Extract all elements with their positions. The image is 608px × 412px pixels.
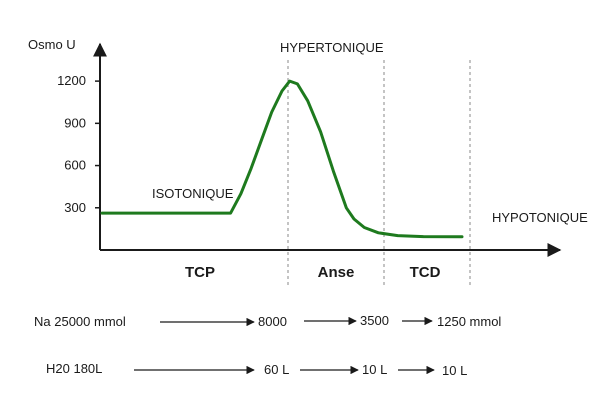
segment-guides bbox=[288, 60, 470, 288]
water-value-1: 60 L bbox=[264, 362, 289, 377]
y-ticks: 300 600 900 1200 bbox=[57, 73, 100, 215]
hypotonique-label: HYPOTONIQUE bbox=[492, 210, 588, 225]
hypertonique-label: HYPERTONIQUE bbox=[280, 40, 384, 55]
osmolarity-curve bbox=[102, 81, 462, 237]
y-tick-label: 600 bbox=[64, 158, 86, 173]
water-flow-row: H20 180L 60 L 10 L 10 L bbox=[46, 361, 467, 378]
segment-label-tcd: TCD bbox=[410, 264, 441, 281]
sodium-value-1: 8000 bbox=[258, 314, 287, 329]
y-axis-label: Osmo U bbox=[28, 37, 76, 52]
segment-label-anse: Anse bbox=[318, 264, 355, 281]
water-value-3: 10 L bbox=[442, 363, 467, 378]
sodium-value-2: 3500 bbox=[360, 313, 389, 328]
sodium-value-3: 1250 mmol bbox=[437, 314, 501, 329]
water-value-2: 10 L bbox=[362, 362, 387, 377]
y-tick-label: 300 bbox=[64, 200, 86, 215]
segment-label-tcp: TCP bbox=[185, 264, 215, 281]
isotonique-label: ISOTONIQUE bbox=[152, 186, 234, 201]
sodium-start-label: Na 25000 mmol bbox=[34, 314, 126, 329]
sodium-flow-row: Na 25000 mmol 8000 3500 1250 mmol bbox=[34, 313, 501, 329]
water-start-label: H20 180L bbox=[46, 361, 102, 376]
y-tick-label: 1200 bbox=[57, 73, 86, 88]
y-tick-label: 900 bbox=[64, 115, 86, 130]
